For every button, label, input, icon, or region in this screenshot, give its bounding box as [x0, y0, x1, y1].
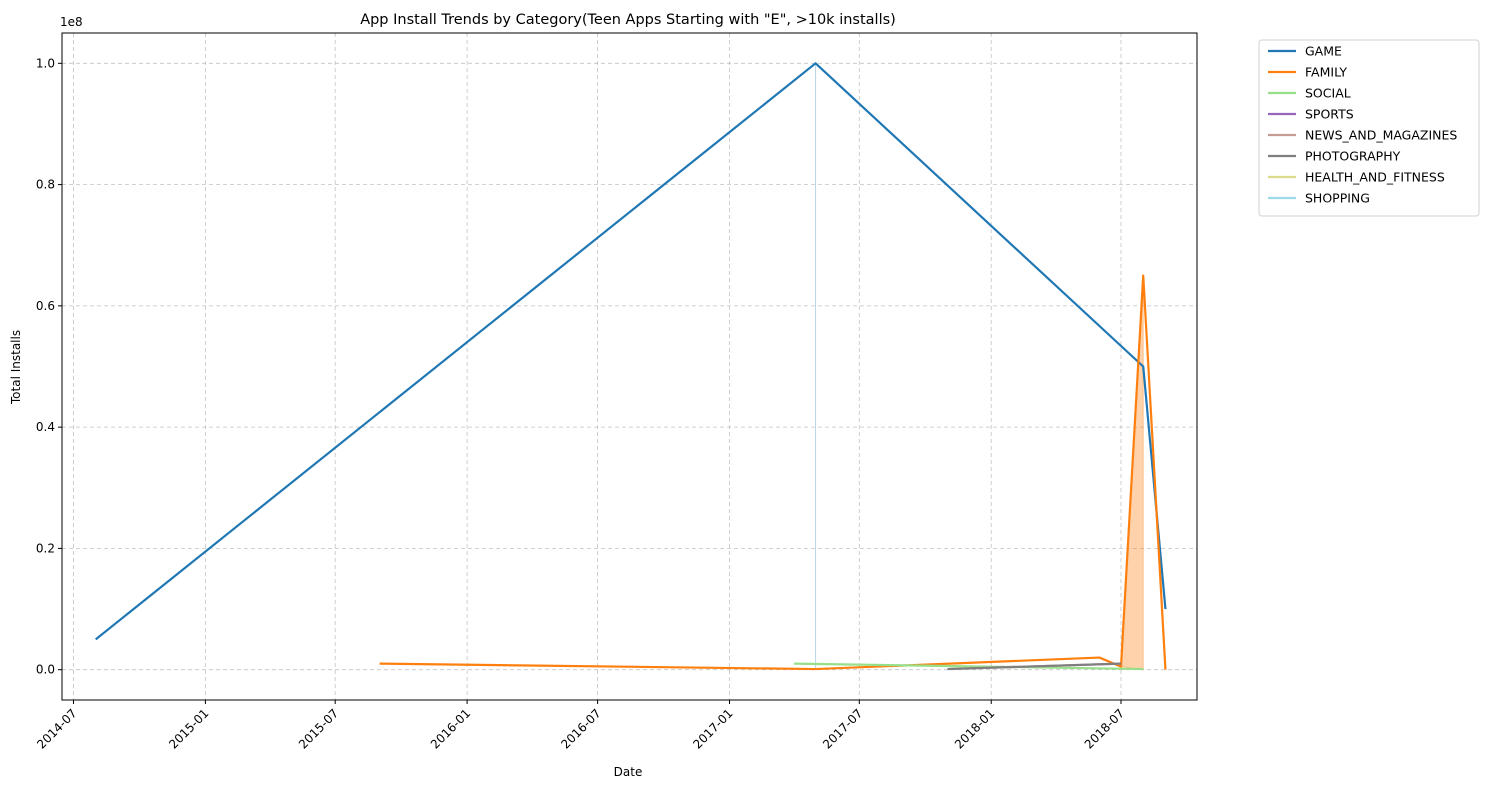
y-tick-label: 0.8: [36, 178, 55, 192]
y-tick-label: 0.4: [36, 420, 55, 434]
x-tick-label: 2017-01: [690, 706, 735, 751]
grid: [62, 33, 1197, 700]
family-line: [379, 274, 1167, 671]
x-tick-label: 2014-07: [34, 706, 79, 751]
confidence-bands: [815, 63, 1144, 671]
social-line: [794, 662, 1144, 671]
y-axis-label: Total Installs: [9, 330, 23, 405]
legend-label-social: SOCIAL: [1305, 86, 1351, 101]
legend-label-game: GAME: [1305, 44, 1342, 59]
x-tick-label: 2015-01: [166, 706, 211, 751]
legend-label-health-and-fitness: HEALTH_AND_FITNESS: [1305, 170, 1445, 185]
legend-box: [1258, 39, 1480, 217]
series-lines: [95, 62, 1167, 671]
x-axis-label: Date: [614, 765, 643, 779]
y-tick-label: 0.6: [36, 299, 55, 313]
legend-label-news-and-magazines: NEWS_AND_MAGAZINES: [1305, 128, 1457, 143]
chart-title: App Install Trends by Category(Teen Apps…: [360, 12, 896, 28]
y-axis-offset-label: 1e8: [60, 15, 83, 29]
game-line: [95, 62, 1167, 641]
legend-label-shopping: SHOPPING: [1305, 191, 1370, 206]
plot-frame: [61, 32, 1198, 701]
y-tick-label: 0.0: [36, 663, 55, 677]
photography-line: [947, 662, 1122, 671]
x-tick-label: 2015-07: [296, 706, 341, 751]
x-tick-label: 2018-07: [1082, 706, 1127, 751]
legend-label-sports: SPORTS: [1305, 107, 1354, 122]
y-tick-label: 0.2: [36, 541, 55, 555]
y-tick-label: 1.0: [36, 56, 55, 70]
legend: GAME FAMILY SOCIAL SPORTS NEWS_AND_MAGAZINES…: [1258, 39, 1480, 217]
y-axis-ticks: 0.0 0.2 0.4 0.6 0.8 1.0: [36, 56, 62, 677]
x-tick-label: 2017-07: [820, 706, 865, 751]
legend-label-photography: PHOTOGRAPHY: [1305, 149, 1401, 164]
x-axis-ticks: 2014-07 2015-01 2015-07 2016-01 2016-07 2017-…: [34, 700, 1127, 752]
legend-label-family: FAMILY: [1305, 65, 1347, 80]
x-tick-label: 2018-01: [952, 706, 997, 751]
x-tick-label: 2016-01: [428, 706, 473, 751]
x-tick-label: 2016-07: [558, 706, 603, 751]
